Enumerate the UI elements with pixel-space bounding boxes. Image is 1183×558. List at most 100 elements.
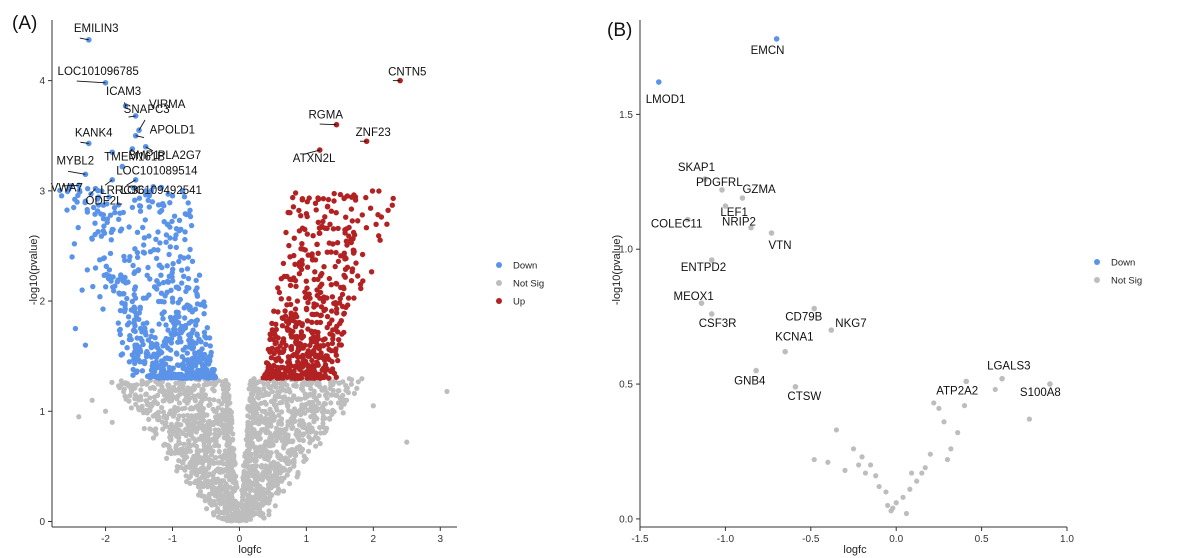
not-sig-point: [324, 395, 330, 401]
not-sig-point: [220, 509, 226, 515]
down-point: [100, 228, 107, 234]
down-point: [169, 218, 175, 225]
up-point: [309, 319, 315, 325]
down-point: [164, 221, 170, 228]
legend-swatch-notsig: [496, 280, 502, 286]
not-sig-point: [941, 419, 947, 425]
up-point: [322, 336, 328, 342]
gene-label: NRIP2: [722, 217, 756, 229]
not-sig-point: [205, 436, 211, 442]
not-sig-point: [344, 385, 350, 391]
labeled-gene-point: [828, 327, 835, 333]
not-sig-point: [248, 378, 254, 384]
not-sig-point: [206, 496, 213, 502]
up-point: [341, 250, 347, 256]
down-point: [79, 287, 85, 293]
down-point: [195, 367, 201, 373]
not-sig-point: [888, 508, 894, 514]
not-sig-point: [264, 423, 270, 429]
not-sig-point: [118, 382, 124, 388]
up-point: [351, 232, 358, 238]
up-point: [287, 327, 293, 333]
up-point: [314, 361, 321, 367]
labeled-gene-point: [119, 163, 126, 170]
up-point: [302, 294, 309, 301]
down-point: [202, 333, 208, 339]
down-point: [153, 255, 160, 262]
up-point: [269, 345, 275, 351]
up-point: [273, 321, 279, 327]
up-point: [271, 308, 277, 314]
not-sig-point: [218, 501, 224, 507]
not-sig-point: [276, 418, 282, 425]
up-point: [315, 371, 321, 378]
down-point: [155, 247, 161, 253]
up-point: [287, 254, 293, 260]
down-point: [193, 318, 199, 324]
not-sig-point: [299, 402, 305, 408]
not-sig-point: [254, 410, 260, 416]
panel-a-ticks: -2 -1 0 1 2 3 0 1 2 3 4: [39, 76, 443, 545]
not-sig-point: [141, 425, 147, 432]
gene-label: CD79B: [785, 312, 822, 324]
down-point: [158, 362, 165, 368]
down-point: [181, 273, 187, 279]
not-sig-point: [262, 399, 268, 405]
up-point: [341, 272, 347, 278]
up-point: [328, 249, 334, 255]
not-sig-point: [286, 467, 292, 473]
down-point: [185, 302, 191, 309]
down-point: [164, 278, 171, 284]
up-point: [289, 375, 295, 381]
down-point: [92, 220, 98, 226]
not-sig-point: [139, 403, 145, 409]
not-sig-point: [259, 462, 265, 469]
not-sig-point: [258, 413, 264, 420]
down-point: [187, 306, 193, 313]
up-point: [312, 269, 318, 275]
label-leader: [67, 170, 86, 175]
down-point: [144, 272, 150, 278]
not-sig-point: [294, 474, 300, 480]
down-point: [85, 186, 91, 192]
down-point: [167, 200, 173, 206]
up-point: [348, 278, 355, 284]
down-point: [160, 279, 167, 286]
not-sig-point: [199, 386, 205, 392]
not-sig-point: [207, 426, 213, 433]
not-sig-point: [284, 459, 290, 465]
labeled-gene-point: [708, 257, 715, 263]
not-sig-point: [147, 395, 153, 401]
down-point: [69, 254, 75, 260]
gene-label: CSF3R: [699, 318, 737, 330]
down-point: [124, 322, 131, 328]
panel-a-significant-points: [57, 37, 403, 381]
not-sig-point: [249, 506, 255, 512]
up-point: [267, 336, 273, 343]
up-point: [334, 310, 340, 316]
up-point: [326, 240, 332, 246]
down-point: [145, 264, 151, 271]
not-sig-point: [219, 407, 225, 413]
up-point: [315, 219, 321, 225]
up-point: [284, 302, 290, 308]
up-point: [277, 370, 283, 377]
down-point: [161, 309, 167, 315]
up-point: [276, 289, 283, 296]
panel-a-label-leaders: [61, 37, 401, 196]
y-tick-label: 0: [39, 517, 45, 528]
down-point: [131, 292, 137, 298]
down-point: [170, 365, 176, 371]
up-point: [279, 315, 285, 321]
down-point: [104, 219, 110, 225]
up-point: [318, 304, 325, 310]
up-point: [322, 214, 328, 220]
down-point: [120, 209, 127, 216]
not-sig-point: [273, 425, 280, 431]
up-point: [322, 225, 328, 231]
not-sig-point: [209, 478, 215, 484]
not-sig-point: [202, 480, 208, 486]
down-point: [72, 325, 79, 332]
not-sig-point: [175, 416, 181, 422]
down-point: [158, 272, 164, 278]
